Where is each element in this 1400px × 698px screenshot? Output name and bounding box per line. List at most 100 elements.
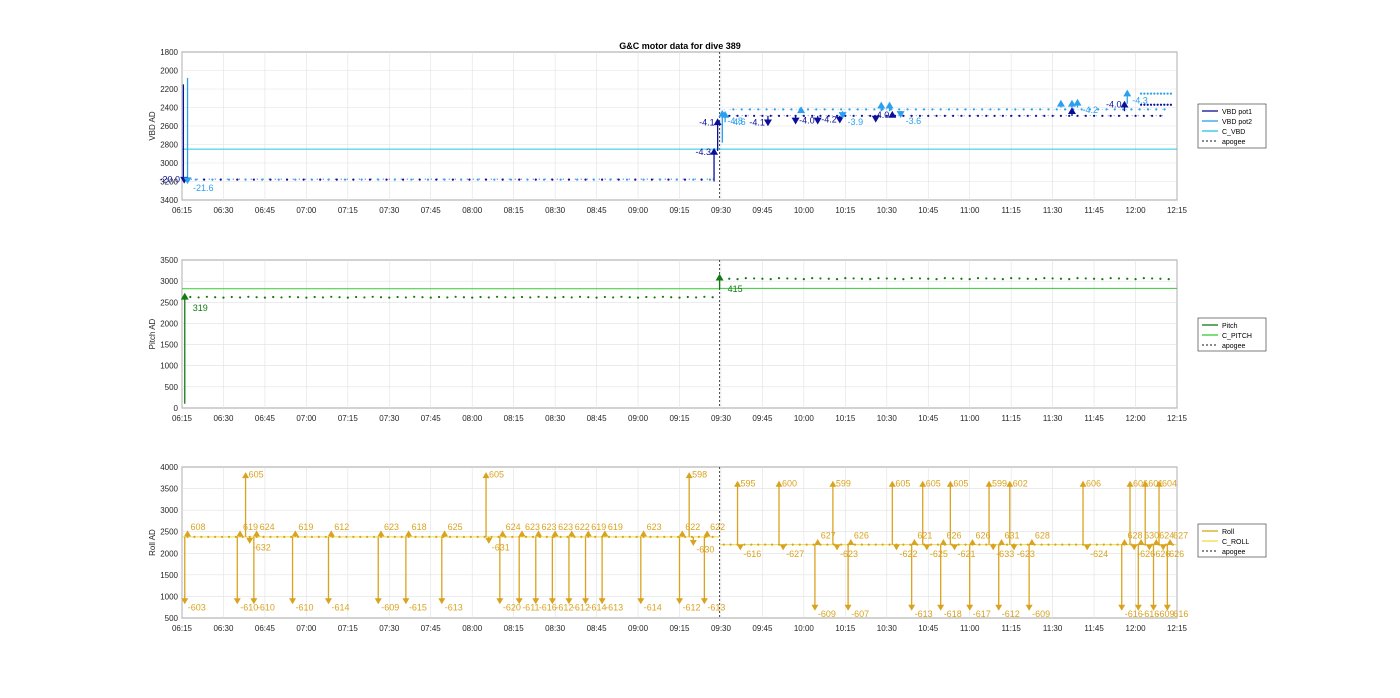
roll-marker (1141, 480, 1149, 487)
vbd-sample-point (385, 178, 388, 181)
vbd-sample-point (964, 108, 967, 111)
roll-marker (535, 530, 543, 537)
y-axis-label: Roll AD (148, 529, 157, 556)
vbd-sample-point (642, 178, 645, 181)
y-tick-label: 0 (174, 404, 179, 413)
vbd-sample-point (1109, 114, 1112, 117)
pitch-move-label: 415 (728, 284, 743, 294)
roll-sample-point (729, 543, 732, 546)
vbd-sample-point (1084, 114, 1087, 117)
vbd-sample-point (840, 108, 843, 111)
vbd-sample-point (831, 108, 834, 111)
roll-move-label: -609 (1032, 609, 1050, 619)
roll-marker (678, 530, 686, 537)
roll-marker (242, 472, 250, 479)
roll-move-label: 624 (506, 522, 521, 532)
roll-sample-point (649, 535, 652, 538)
x-tick-label: 08:45 (587, 206, 608, 215)
vbd-sample-point (426, 178, 430, 181)
pitch-sample-point (205, 295, 208, 298)
pitch-sample-point (620, 295, 623, 298)
pitch-sample-point (976, 276, 980, 280)
roll-sample-point (1075, 543, 1078, 546)
vbd-sample-point (898, 108, 901, 111)
roll-move-label: 619 (591, 522, 606, 532)
vbd-sample-point (956, 108, 959, 111)
roll-marker (374, 598, 382, 605)
pitch-sample-point (379, 296, 383, 299)
roll-marker (1079, 480, 1087, 487)
roll-sample-point (957, 543, 960, 546)
x-tick-label: 12:15 (1167, 414, 1188, 423)
pitch-sample-point (686, 295, 689, 299)
roll-sample-point (435, 535, 438, 538)
vbd-sample-point (736, 114, 739, 117)
roll-sample-point (826, 543, 829, 546)
roll-move-label: 604 (1162, 478, 1177, 488)
pitch-sample-point (1142, 276, 1145, 280)
vbd-sample-point (1014, 108, 1017, 111)
pot1-marker (1120, 100, 1129, 108)
roll-move-label: 602 (1013, 478, 1028, 488)
x-tick-label: 09:15 (669, 624, 690, 633)
roll-sample-point (207, 535, 210, 538)
x-tick-label: 10:45 (918, 414, 939, 423)
roll-sample-point (303, 535, 307, 538)
roll-sample-point (469, 535, 472, 538)
vbd-sample-point (1026, 114, 1029, 117)
pitch-sample-point (338, 296, 341, 299)
roll-move-label: -631 (492, 542, 510, 552)
legend-label: Pitch (1222, 323, 1238, 330)
roll-sample-point (722, 543, 725, 546)
x-tick-label: 11:30 (1043, 624, 1063, 633)
pitch-sample-point (396, 295, 399, 299)
pitch-sample-point (495, 295, 499, 298)
vbd-sample-point (968, 114, 971, 117)
pot2-start-label: -21.6 (193, 183, 214, 193)
vbd-sample-point (683, 178, 687, 181)
pitch-sample-point (661, 295, 665, 298)
x-tick-label: 08:00 (462, 624, 483, 633)
roll-move-label: -613 (915, 609, 933, 619)
vbd-sample-point (1039, 108, 1042, 111)
roll-marker (736, 544, 744, 551)
pitch-sample-point (603, 295, 606, 299)
y-tick-label: 2200 (160, 85, 178, 94)
roll-marker (233, 598, 241, 605)
vbd-sample-point (1139, 92, 1143, 95)
x-tick-label: 07:45 (421, 414, 442, 423)
vbd-sample-point (1088, 108, 1092, 111)
vbd-sample-point (1122, 108, 1125, 111)
x-tick-label: 09:00 (628, 624, 649, 633)
vbd-sample-point (860, 114, 864, 117)
x-tick-label: 11:30 (1043, 206, 1063, 215)
pitch-sample-point (943, 276, 946, 280)
roll-marker (888, 480, 896, 487)
roll-move-label: 625 (448, 522, 463, 532)
x-tick-label: 12:00 (1126, 624, 1147, 633)
roll-move-label: -625 (930, 549, 948, 559)
roll-move-label: 624 (260, 522, 275, 532)
pitch-sample-point (404, 296, 407, 299)
vbd-sample-point (285, 178, 289, 181)
roll-move-label: 626 (946, 531, 961, 541)
vbd-sample-point (526, 178, 529, 181)
y-tick-label: 2500 (160, 528, 178, 537)
pitch-sample-point (711, 296, 714, 299)
vbd-sample-point (625, 178, 629, 181)
vbd-sample-point (972, 108, 975, 111)
roll-move-label: -616 (743, 549, 761, 559)
vbd-sample-point (343, 178, 347, 181)
vbd-sample-point (1034, 114, 1038, 117)
vbd-sample-point (1076, 114, 1079, 117)
pitch-sample-point (761, 277, 764, 280)
pitch-sample-point (811, 276, 814, 280)
vbd-sample-point (960, 114, 963, 117)
pitch-sample-point (636, 296, 640, 299)
roll-marker (485, 537, 493, 544)
vbd-sample-point (493, 178, 496, 181)
roll-marker (995, 604, 1003, 611)
pitch-sample-point (504, 296, 507, 299)
